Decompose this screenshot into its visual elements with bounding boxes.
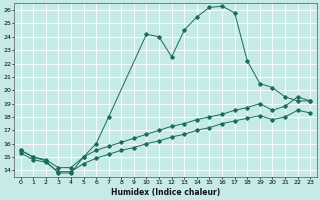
X-axis label: Humidex (Indice chaleur): Humidex (Indice chaleur): [111, 188, 220, 197]
